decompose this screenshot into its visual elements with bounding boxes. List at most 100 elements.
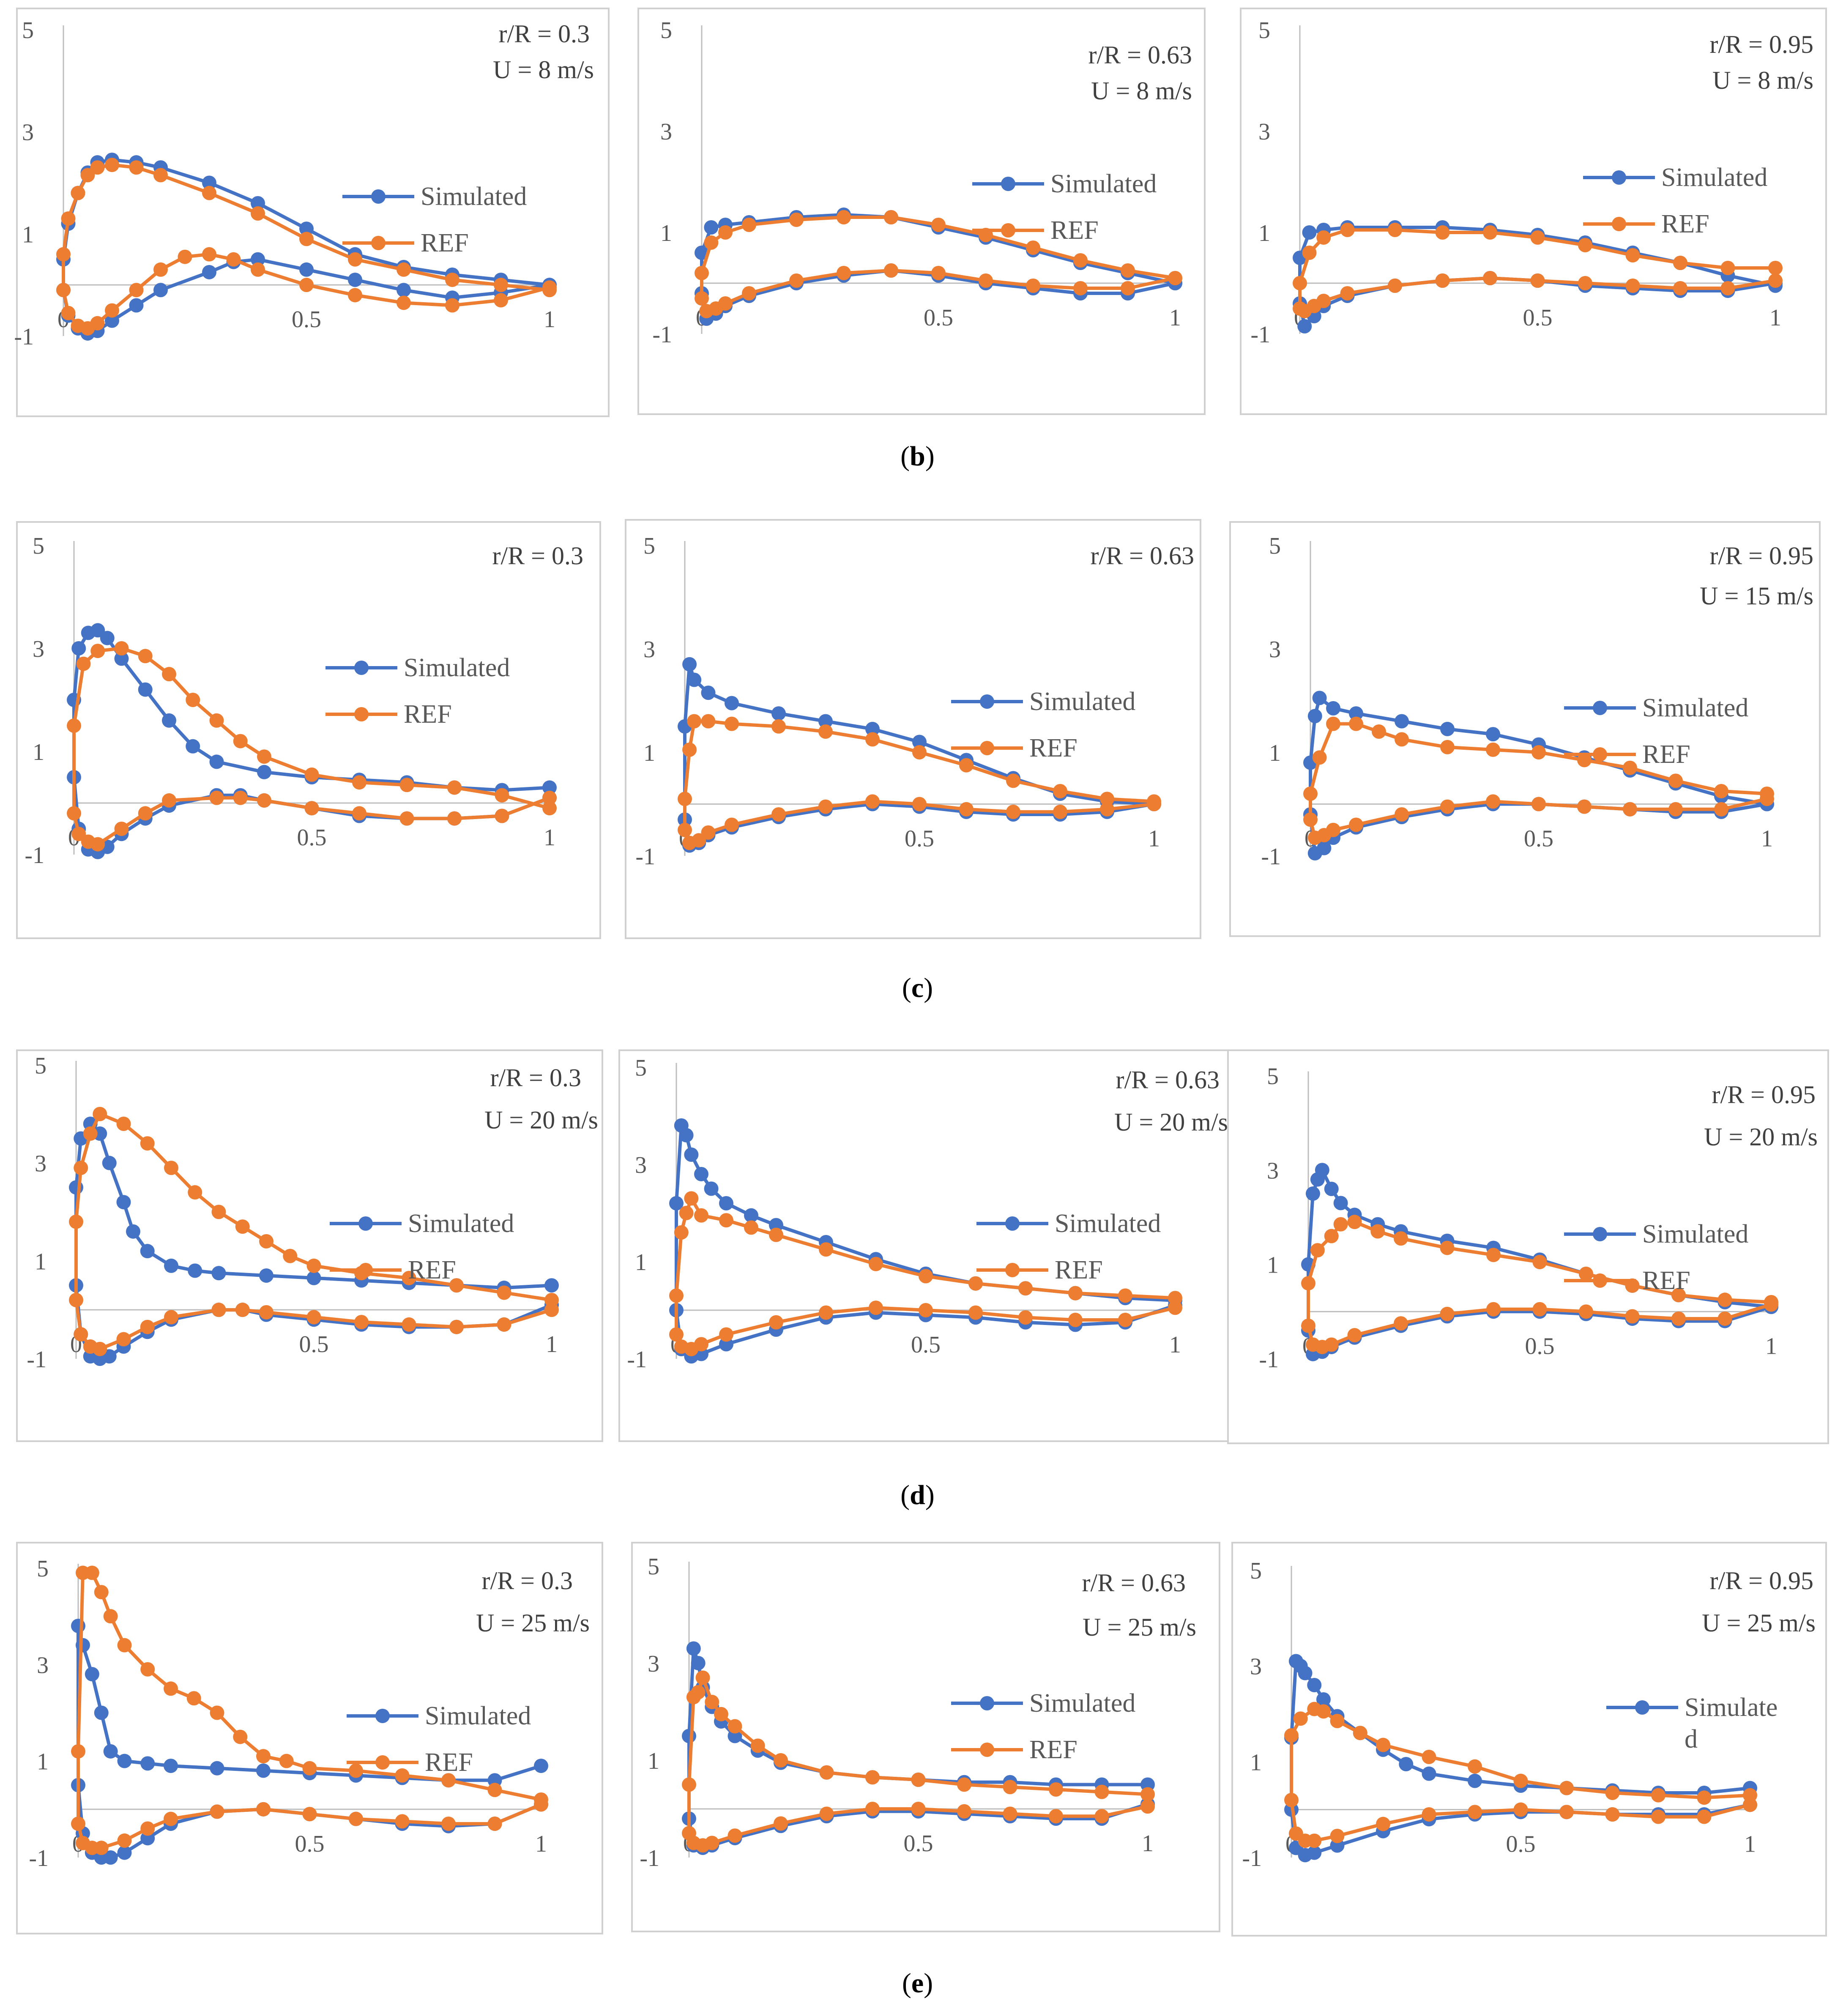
data-point <box>669 1327 684 1342</box>
series-line <box>683 719 1154 845</box>
data-point <box>1435 273 1450 288</box>
data-point <box>769 1227 783 1242</box>
data-point <box>679 1206 694 1220</box>
data-point <box>138 682 153 697</box>
data-point <box>701 686 716 700</box>
data-point <box>140 1756 155 1771</box>
y-tick-label: -1 <box>27 1347 46 1373</box>
data-point <box>1668 773 1683 788</box>
data-point <box>1760 792 1774 806</box>
data-point <box>1307 1702 1322 1716</box>
data-point <box>188 1185 202 1200</box>
y-tick-label: 5 <box>33 533 44 559</box>
data-point <box>771 807 786 822</box>
data-point <box>1347 1215 1362 1229</box>
x-tick-label: 1 <box>1169 1332 1181 1358</box>
data-point <box>818 714 833 729</box>
data-point <box>1326 701 1340 716</box>
data-point <box>74 1161 88 1175</box>
data-point <box>251 206 265 221</box>
data-point <box>259 1305 273 1319</box>
data-point <box>75 1638 90 1653</box>
data-point <box>251 262 265 277</box>
panel-annotation: r/R = 0.95 <box>1712 1081 1816 1109</box>
data-point <box>1307 709 1322 724</box>
data-point <box>1347 1328 1362 1343</box>
data-point <box>1768 273 1783 288</box>
data-point <box>718 225 733 240</box>
data-point <box>235 1219 250 1234</box>
data-point <box>1353 1726 1367 1740</box>
panel-annotation: U = 8 m/s <box>1712 66 1813 94</box>
data-point <box>164 1310 178 1325</box>
x-tick-label: 1 <box>1148 826 1160 852</box>
data-point <box>865 732 880 747</box>
data-point <box>447 780 462 795</box>
data-point <box>71 1744 85 1759</box>
data-point <box>919 1303 933 1317</box>
data-point <box>1579 1304 1593 1319</box>
y-tick-label: 1 <box>643 740 655 766</box>
data-point <box>1312 691 1327 705</box>
legend-label: REF <box>425 1748 473 1777</box>
y-tick-label: 5 <box>37 1556 49 1582</box>
panel-annotation: r/R = 0.63 <box>1116 1066 1220 1094</box>
data-point <box>684 1191 699 1206</box>
data-point <box>1121 263 1135 278</box>
data-point <box>1003 1806 1017 1821</box>
data-point <box>694 1337 708 1352</box>
x-tick-label: 0.5 <box>292 306 321 333</box>
data-point <box>94 1841 109 1855</box>
data-point <box>1140 1787 1155 1802</box>
x-tick-label: 0.5 <box>924 305 953 331</box>
data-point <box>818 799 833 814</box>
data-point <box>178 249 192 264</box>
data-point <box>911 1802 926 1816</box>
data-point <box>1697 1790 1712 1805</box>
data-point <box>1530 230 1545 245</box>
data-point <box>1349 706 1363 721</box>
data-point <box>1068 1286 1083 1300</box>
data-point <box>695 291 709 306</box>
data-point <box>354 1315 369 1330</box>
data-point <box>742 286 756 300</box>
data-point <box>304 801 319 816</box>
data-point <box>1006 804 1020 819</box>
data-point <box>1118 1288 1132 1303</box>
data-point <box>771 706 786 721</box>
data-point <box>116 1195 131 1210</box>
data-point <box>83 1126 98 1141</box>
y-tick-label: -1 <box>1259 1347 1279 1373</box>
x-tick-label: 1 <box>1169 305 1181 331</box>
data-point <box>1324 1337 1339 1352</box>
legend-label: REF <box>421 229 469 257</box>
y-tick-label: 1 <box>648 1748 659 1774</box>
y-tick-label: 5 <box>635 1055 647 1081</box>
data-point <box>1486 1302 1501 1317</box>
data-point <box>1326 822 1340 837</box>
legend-marker <box>980 1696 994 1710</box>
data-point <box>211 1303 226 1317</box>
y-tick-label: -1 <box>14 324 34 350</box>
data-point <box>959 758 974 773</box>
data-point <box>1301 1318 1315 1333</box>
legend-marker <box>980 1743 994 1757</box>
data-point <box>209 790 224 805</box>
legend-label: REF <box>408 1256 456 1284</box>
data-point <box>1100 792 1114 806</box>
data-point <box>1531 745 1546 759</box>
data-point <box>682 742 697 757</box>
data-point <box>1293 1711 1308 1726</box>
data-point <box>865 721 880 736</box>
data-point <box>186 1691 201 1706</box>
legend-label: Simulated <box>1029 687 1135 716</box>
y-tick-label: -1 <box>29 1845 49 1871</box>
y-tick-label: 1 <box>1267 1252 1279 1278</box>
legend-label: REF <box>1050 216 1099 245</box>
y-tick-label: 5 <box>22 17 34 44</box>
data-point <box>959 802 974 817</box>
data-point <box>869 1257 883 1271</box>
data-point <box>306 1270 321 1285</box>
